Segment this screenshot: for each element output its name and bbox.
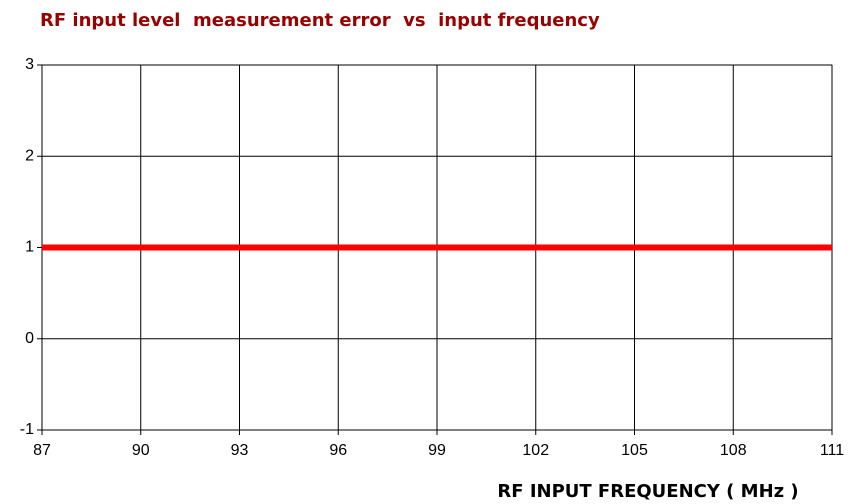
x-tick-label: 102 — [522, 442, 549, 459]
x-tick-label: 93 — [231, 442, 249, 459]
x-axis-label: RF INPUT FREQUENCY ( MHz ) — [497, 481, 798, 502]
x-tick-label: 111 — [820, 442, 844, 459]
y-tick-label: -1 — [20, 421, 34, 438]
x-tick-label: 90 — [132, 442, 150, 459]
x-tick-label: 105 — [621, 442, 648, 459]
y-tick-label: 3 — [25, 56, 34, 73]
x-tick-label: 99 — [428, 442, 446, 459]
y-tick-label: 0 — [25, 330, 34, 347]
y-tick-label: 1 — [25, 239, 34, 256]
chart-title: RF input level measurement error vs inpu… — [40, 10, 600, 31]
x-tick-label: 87 — [33, 442, 51, 459]
x-tick-label: 108 — [720, 442, 747, 459]
x-tick-label: 96 — [329, 442, 347, 459]
y-tick-label: 2 — [25, 147, 34, 164]
